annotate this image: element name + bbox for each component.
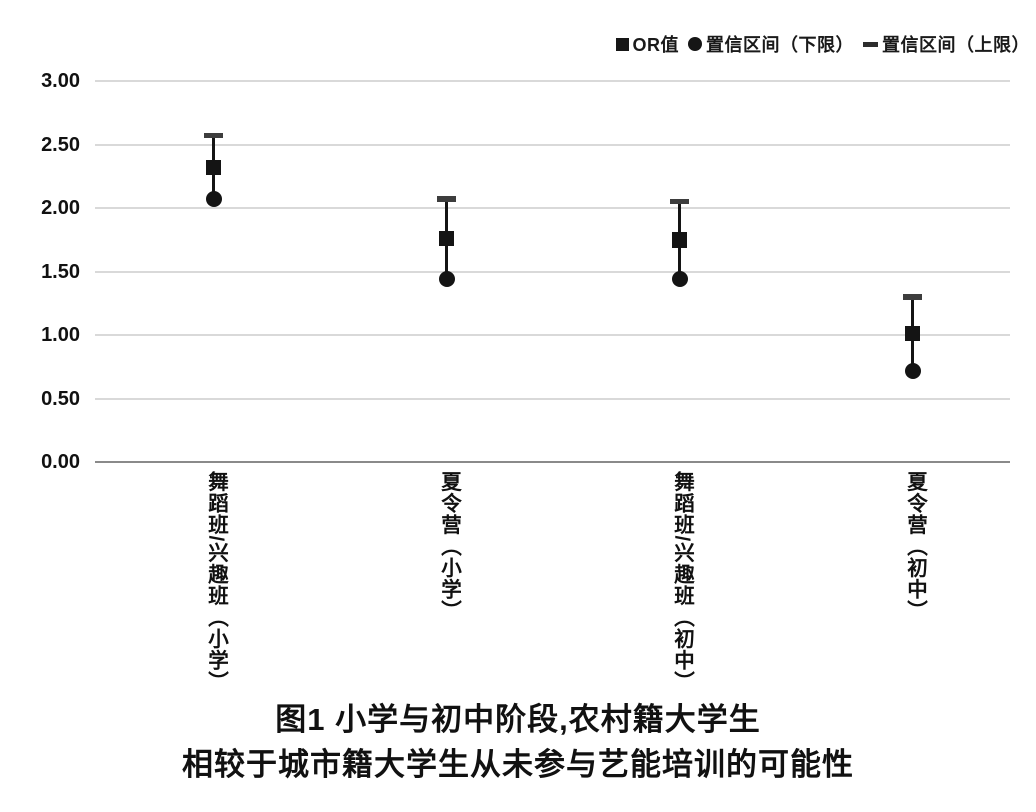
ci-lower-marker	[904, 362, 921, 379]
x-category-label: 夏令营（小学）	[437, 471, 461, 622]
y-tick-label: 2.00	[41, 197, 80, 219]
x-category-label: 夏令营（初中）	[903, 471, 927, 622]
plot-area	[95, 80, 1010, 463]
ci-upper-cap-marker	[670, 198, 689, 205]
or-value-marker	[205, 159, 222, 176]
ci-lower-marker	[671, 271, 688, 288]
gridline	[95, 397, 1010, 400]
ci-upper-cap-marker	[437, 196, 456, 202]
or-value-marker	[904, 325, 921, 342]
y-tick-label: 2.50	[41, 133, 80, 156]
gridline	[95, 80, 1010, 82]
gridline	[95, 334, 1010, 336]
chart-legend: OR值 置信区间（下限） 置信区间（上限）	[615, 30, 1031, 58]
gridline	[95, 270, 1010, 273]
y-tick-label: 0.00	[41, 451, 80, 473]
x-category-label: 舞蹈班/兴趣班（小学）	[204, 471, 228, 693]
y-tick-label: 0.50	[41, 387, 80, 410]
or-value-marker	[671, 232, 688, 248]
dash-marker-icon	[863, 42, 878, 47]
legend-item: 置信区间（上限）	[863, 31, 1030, 57]
x-category-label: 舞蹈班/兴趣班（初中）	[670, 471, 694, 693]
square-marker-icon	[615, 37, 629, 51]
circle-marker-icon	[688, 37, 702, 51]
y-tick-label: 1.00	[41, 324, 80, 346]
ci-upper-cap-marker	[903, 294, 922, 300]
figure-caption-line1: 图1 小学与初中阶段,农村籍大学生	[275, 702, 761, 737]
ci-lower-marker	[205, 191, 222, 208]
figure-caption: 图1 小学与初中阶段,农村籍大学生 相较于城市籍大学生从未参与艺能培训的可能性	[0, 697, 1036, 787]
ci-lower-marker	[438, 271, 455, 288]
legend-item: 置信区间（下限）	[688, 31, 854, 57]
legend-label: 置信区间（上限）	[882, 35, 1030, 55]
legend-label: 置信区间（下限）	[706, 35, 854, 55]
figure-caption-line2: 相较于城市籍大学生从未参与艺能培训的可能性	[182, 747, 854, 782]
or-value-marker	[438, 230, 455, 247]
ci-upper-cap-marker	[204, 132, 223, 139]
legend-item: OR值	[615, 31, 680, 57]
gridline	[95, 207, 1010, 209]
y-tick-label: 1.50	[41, 260, 80, 283]
gridline	[95, 143, 1010, 146]
legend-label: OR值	[632, 35, 679, 55]
x-axis-line	[95, 461, 1010, 463]
y-tick-label: 3.00	[41, 70, 80, 92]
